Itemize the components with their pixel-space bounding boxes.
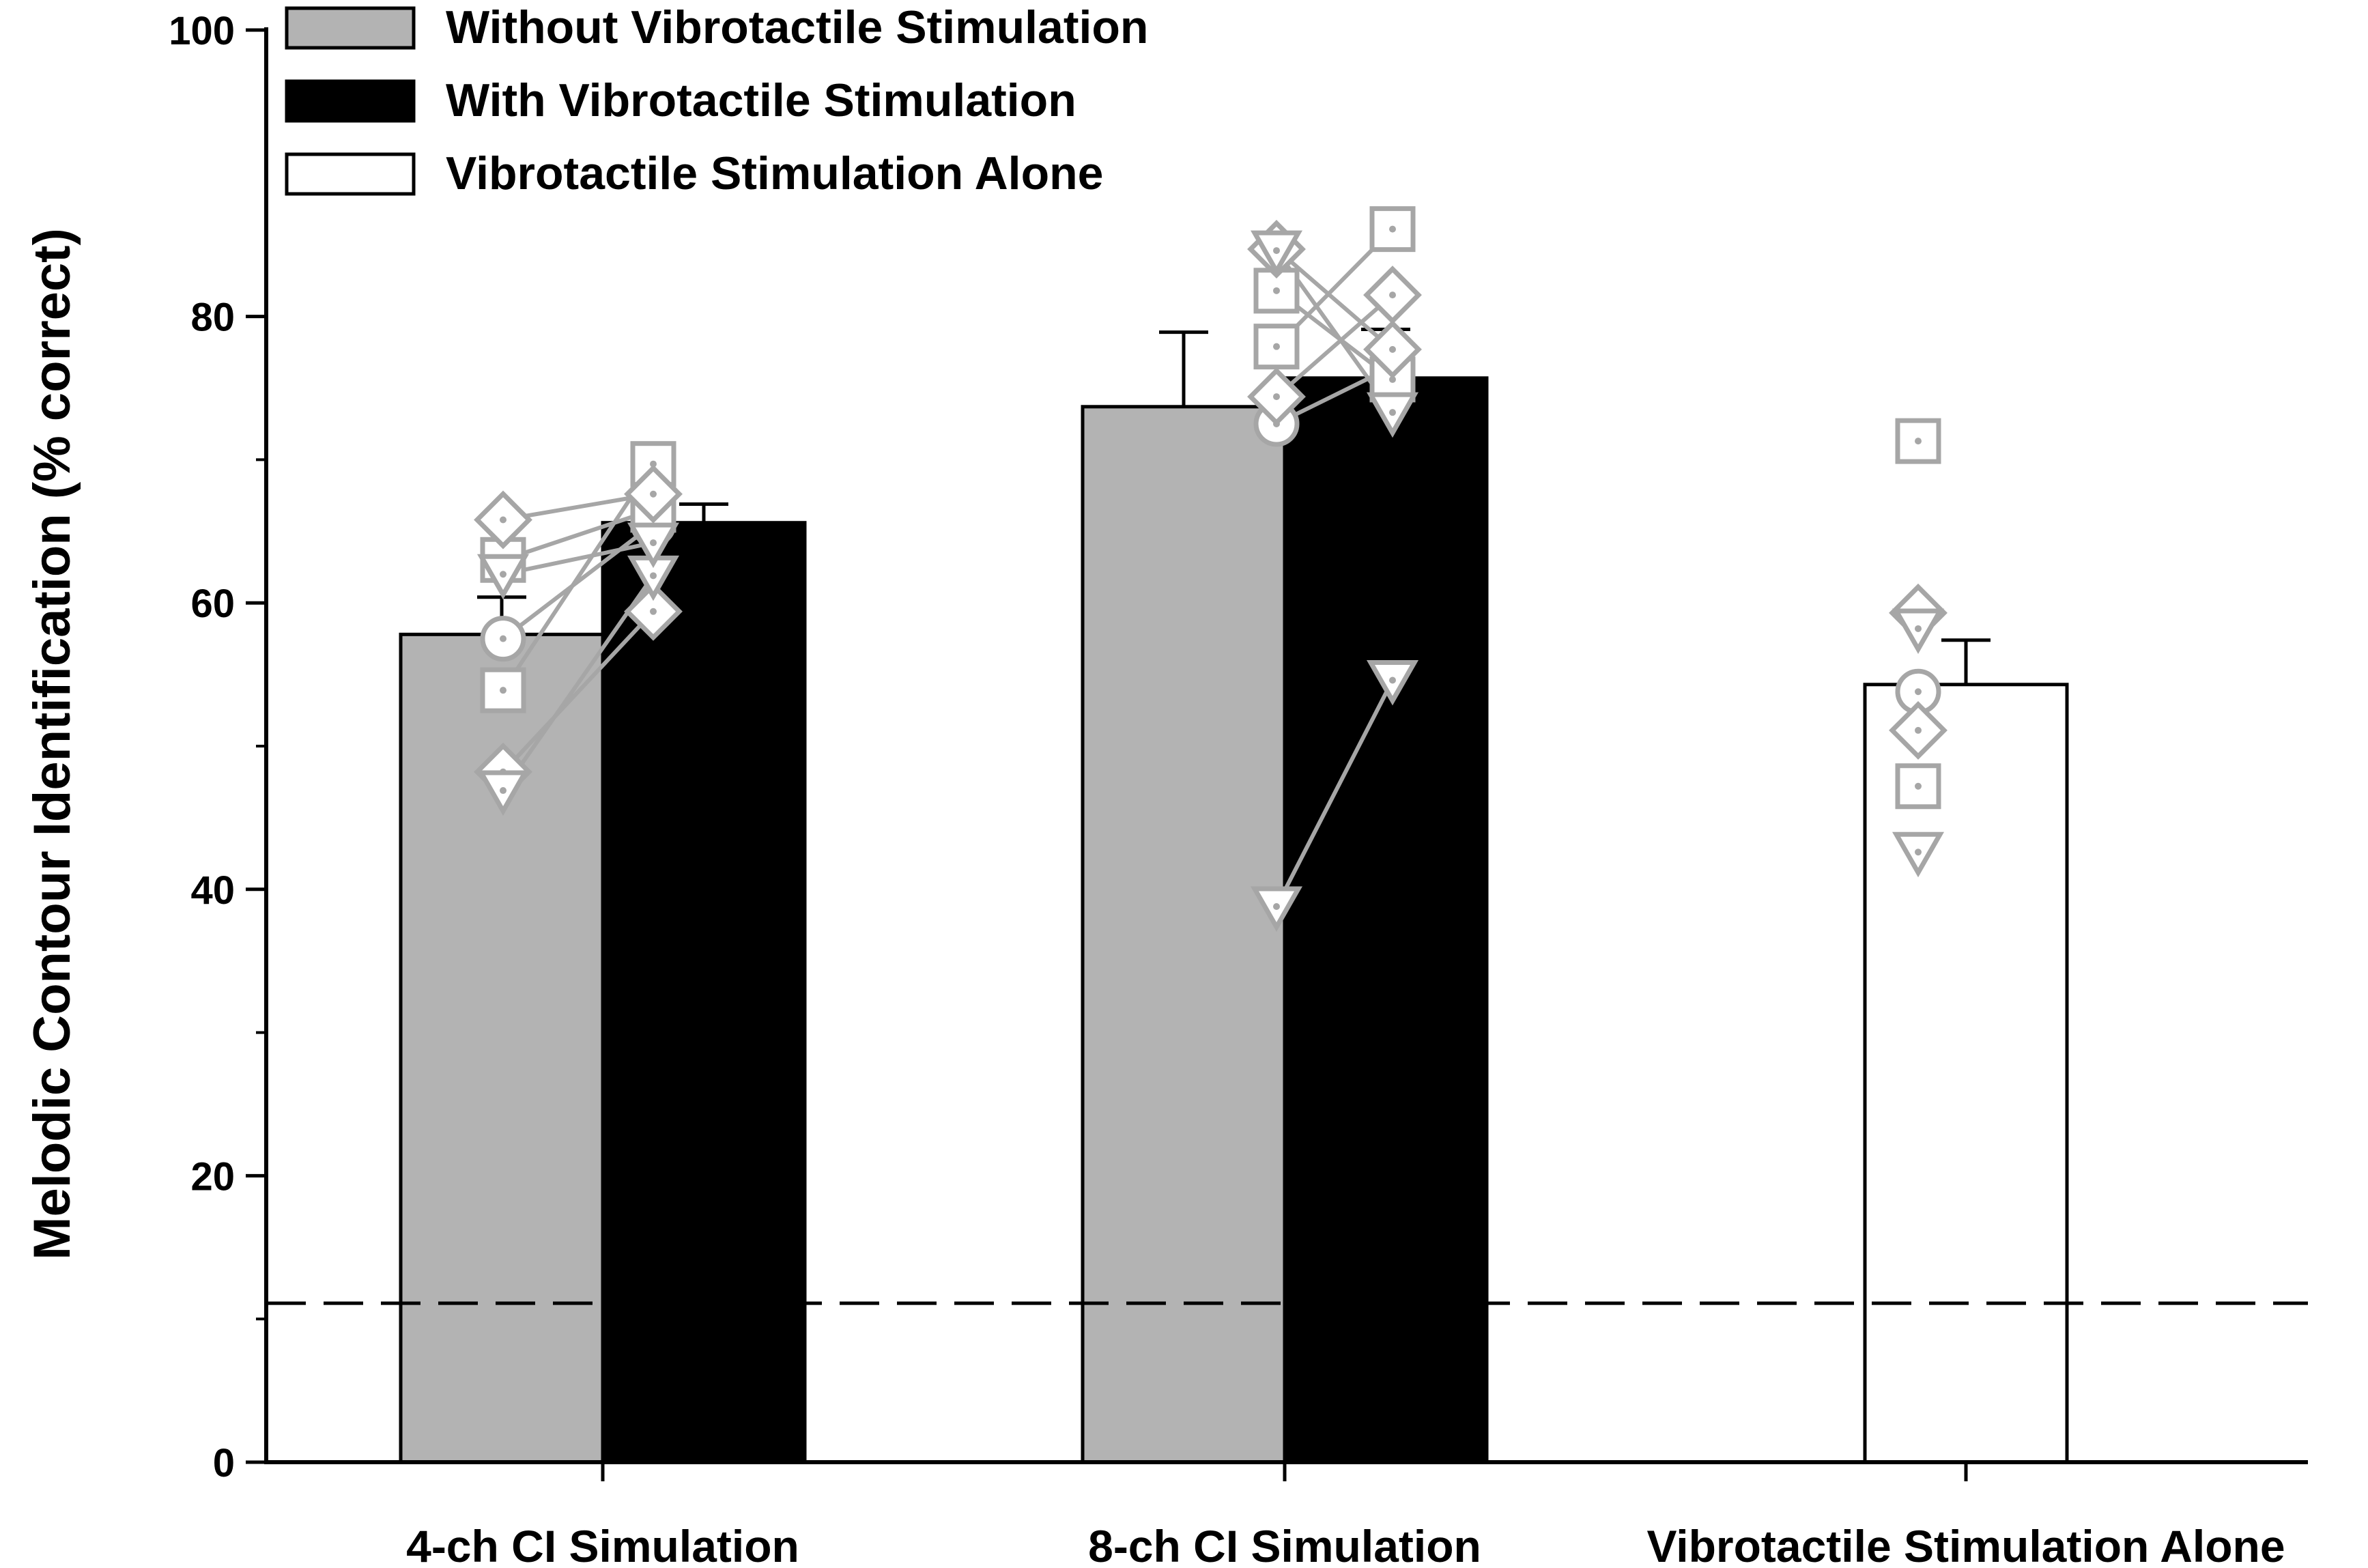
y-axis-title: Melodic Contour Identification (% correc…	[23, 228, 81, 1260]
point-8ch-without-p4-dot	[1273, 393, 1280, 401]
point-8ch-with-p3-dot	[1389, 375, 1396, 383]
point-4ch-with-p4-dot	[650, 490, 657, 498]
bar-vibrotactile-alone-alone	[1863, 683, 2069, 1464]
point-vibrotactile-alone-p7-dot	[1915, 625, 1922, 632]
point-8ch-with-p2-dot	[1389, 225, 1396, 233]
y-tick-label-0: 0	[213, 1441, 235, 1485]
point-8ch-without-p7-dot	[1273, 247, 1280, 255]
point-8ch-with-p5-dot	[1389, 345, 1396, 353]
participant-line-4ch-p4	[502, 491, 654, 522]
y-tick-label-80: 80	[190, 296, 235, 340]
legend-swatch-with	[285, 79, 416, 123]
y-tick-label-40: 40	[190, 868, 235, 913]
point-vibrotactile-alone-p2-dot	[1915, 782, 1922, 790]
point-4ch-without-p2	[480, 667, 526, 713]
participant-line-8ch-p5	[1275, 247, 1394, 352]
point-8ch-with-p4-dot	[1389, 291, 1396, 299]
axes-layer: 0 20 40 60 80 100	[169, 9, 2308, 1485]
category-label-4ch: 4-ch CI Simulation	[406, 1521, 799, 1568]
participant-points-layer	[474, 206, 1948, 932]
point-4ch-without-p4-dot	[500, 516, 507, 524]
bar-8ch-without	[1081, 405, 1287, 1464]
y-tick-label-100: 100	[169, 9, 235, 53]
participant-line-4ch-p2	[501, 463, 655, 692]
point-4ch-with-p7-dot	[650, 539, 657, 547]
point-vibrotactile-alone-p6-dot	[1915, 849, 1922, 856]
participant-line-4ch-p1	[502, 522, 655, 641]
participant-line-4ch-p5	[501, 610, 655, 773]
point-4ch-without-p6-dot	[500, 787, 507, 795]
y-tick-label-60: 60	[190, 582, 235, 626]
participant-line-8ch-p4	[1275, 293, 1394, 399]
point-4ch-with-p2-dot	[650, 460, 657, 468]
point-4ch-with-p6-dot	[650, 572, 657, 580]
bar-4ch-with	[601, 521, 807, 1464]
legend-label-with: With Vibrotactile Stimulation	[446, 74, 1076, 126]
point-4ch-without-p7-dot	[500, 571, 507, 578]
bar-8ch-with	[1283, 376, 1489, 1464]
point-8ch-with-p6-dot	[1389, 676, 1396, 684]
point-4ch-without-p2-dot	[500, 687, 507, 694]
point-vibrotactile-alone-p5-dot	[1915, 726, 1922, 734]
participant-line-4ch-p3	[502, 507, 654, 562]
point-8ch-with-p7-dot	[1389, 409, 1396, 416]
point-4ch-with-p5-dot	[650, 608, 657, 615]
point-8ch-without-p2-dot	[1273, 343, 1280, 350]
point-vibrotactile-alone-p3-dot	[1915, 438, 1922, 445]
category-label-vibrotactile-alone: Vibrotactile Stimulation Alone	[1646, 1521, 2285, 1568]
legend-swatch-alone	[285, 152, 416, 196]
legend-swatch-without	[285, 6, 416, 50]
legend-label-alone: Vibrotactile Stimulation Alone	[446, 147, 1103, 199]
participant-line-8ch-p6	[1274, 679, 1395, 908]
y-tick-label-20: 20	[190, 1154, 235, 1199]
point-4ch-without-p1-dot	[500, 635, 507, 642]
legend: Without Vibrotactile Stimulation With Vi…	[285, 1, 1148, 199]
point-8ch-without-p6-dot	[1273, 902, 1280, 910]
category-label-8ch: 8-ch CI Simulation	[1088, 1521, 1481, 1568]
point-vibrotactile-alone-p1-dot	[1915, 688, 1922, 696]
participant-line-4ch-p7	[502, 541, 654, 577]
legend-label-without: Without Vibrotactile Stimulation	[446, 1, 1148, 53]
point-8ch-without-p3-dot	[1273, 287, 1280, 294]
